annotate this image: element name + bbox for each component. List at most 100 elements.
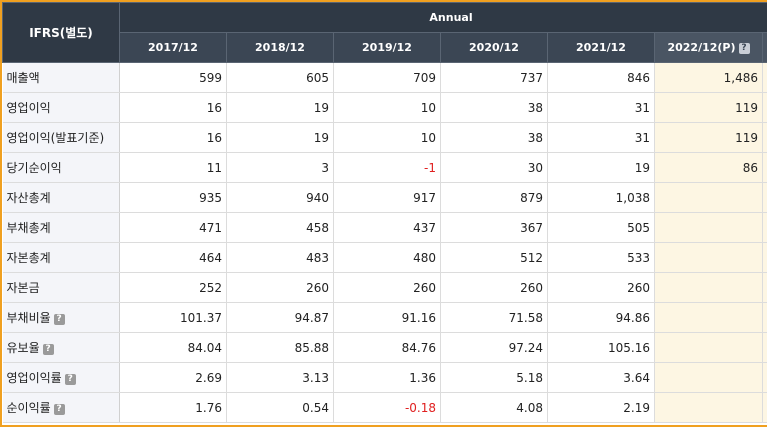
- projected-value-cell: [654, 242, 763, 273]
- value-cell: 458: [226, 212, 334, 243]
- value-cell: 19: [547, 152, 655, 183]
- value-cell: 11: [119, 152, 227, 183]
- overflow-cell: [762, 362, 767, 393]
- value-cell: 10: [333, 122, 441, 153]
- value-cell: 2.69: [119, 362, 227, 393]
- row-label: 자산총계: [2, 182, 120, 213]
- value-cell: 940: [226, 182, 334, 213]
- value-cell: 10: [333, 92, 441, 123]
- value-cell: 512: [440, 242, 548, 273]
- table-row: 부채총계 471 458 437 367 505: [2, 212, 767, 243]
- row-label-text: 자본총계: [6, 251, 51, 265]
- table-row: 영업이익(발표기준) 16 19 10 38 31 119: [2, 122, 767, 153]
- year-header: 2021/12: [547, 32, 655, 63]
- value-cell: 1.36: [333, 362, 441, 393]
- table-row: 영업이익률? 2.69 3.13 1.36 5.18 3.64: [2, 362, 767, 393]
- header-overflow-cell: [761, 32, 767, 63]
- value-cell: 1,038: [547, 182, 655, 213]
- row-label: 부채비율?: [2, 302, 120, 333]
- annual-header: Annual: [118, 2, 767, 33]
- value-cell: 935: [119, 182, 227, 213]
- value-cell: 737: [440, 62, 548, 93]
- value-cell: 38: [440, 92, 548, 123]
- overflow-cell: [762, 122, 767, 153]
- value-cell: 30: [440, 152, 548, 183]
- projected-value-cell: [654, 302, 763, 333]
- value-cell: 94.87: [226, 302, 334, 333]
- value-cell: 471: [119, 212, 227, 243]
- value-cell: 38: [440, 122, 548, 153]
- value-cell: 3: [226, 152, 334, 183]
- value-cell: 71.58: [440, 302, 548, 333]
- value-cell: 0.54: [226, 392, 334, 423]
- year-header: 2019/12: [333, 32, 441, 63]
- value-cell: 1.76: [119, 392, 227, 423]
- value-cell: 84.76: [333, 332, 441, 363]
- projected-value-cell: 86: [654, 152, 763, 183]
- overflow-cell: [762, 182, 767, 213]
- table-row: 유보율? 84.04 85.88 84.76 97.24 105.16: [2, 332, 767, 363]
- value-cell: 252: [119, 272, 227, 303]
- projected-value-cell: [654, 272, 763, 303]
- projected-value-cell: [654, 392, 763, 423]
- value-cell: 16: [119, 122, 227, 153]
- ifrs-header: IFRS(별도): [2, 2, 120, 63]
- help-icon[interactable]: ?: [53, 404, 65, 415]
- overflow-cell: [762, 272, 767, 303]
- value-cell: 19: [226, 122, 334, 153]
- value-cell: -0.18: [333, 392, 441, 423]
- table-row: 부채비율? 101.37 94.87 91.16 71.58 94.86: [2, 302, 767, 333]
- value-cell: 31: [547, 92, 655, 123]
- value-cell: 483: [226, 242, 334, 273]
- value-cell: 879: [440, 182, 548, 213]
- value-cell: 4.08: [440, 392, 548, 423]
- value-cell: 846: [547, 62, 655, 93]
- value-cell: 84.04: [119, 332, 227, 363]
- help-icon[interactable]: ?: [738, 43, 750, 54]
- value-cell: 917: [333, 182, 441, 213]
- help-icon[interactable]: ?: [64, 374, 76, 385]
- overflow-cell: [762, 332, 767, 363]
- value-cell: 16: [119, 92, 227, 123]
- overflow-cell: [762, 62, 767, 93]
- row-label-text: 순이익률: [6, 401, 51, 415]
- projected-value-cell: [654, 362, 763, 393]
- value-cell: 3.64: [547, 362, 655, 393]
- year-header: 2017/12: [119, 32, 227, 63]
- row-label: 영업이익률?: [2, 362, 120, 393]
- value-cell: 2.19: [547, 392, 655, 423]
- projected-value-cell: 119: [654, 92, 763, 123]
- value-cell: 437: [333, 212, 441, 243]
- overflow-cell: [762, 152, 767, 183]
- help-icon[interactable]: ?: [42, 344, 54, 355]
- value-cell: 91.16: [333, 302, 441, 333]
- table-row: 자산총계 935 940 917 879 1,038: [2, 182, 767, 213]
- table-body: 매출액 599 605 709 737 846 1,486 영업이익 16 19 10 38 31 119…: [2, 62, 767, 423]
- overflow-cell: [762, 242, 767, 273]
- row-label-text: 유보율: [6, 341, 40, 355]
- projected-value-cell: 1,486: [654, 62, 763, 93]
- row-label-text: 자본금: [6, 281, 40, 295]
- table-row: 순이익률? 1.76 0.54 -0.18 4.08 2.19: [2, 392, 767, 423]
- row-label: 영업이익: [2, 92, 120, 123]
- value-cell: 260: [547, 272, 655, 303]
- overflow-cell: [762, 392, 767, 423]
- row-label-text: 당기순이익: [6, 161, 62, 175]
- value-cell: 709: [333, 62, 441, 93]
- help-icon[interactable]: ?: [53, 314, 65, 325]
- value-cell: 464: [119, 242, 227, 273]
- row-label: 매출액: [2, 62, 120, 93]
- value-cell: 85.88: [226, 332, 334, 363]
- year-header: 2018/12: [226, 32, 334, 63]
- value-cell: 105.16: [547, 332, 655, 363]
- row-label-text: 매출액: [6, 71, 40, 85]
- projected-value-cell: 119: [654, 122, 763, 153]
- row-label: 순이익률?: [2, 392, 120, 423]
- row-label-text: 부채총계: [6, 221, 51, 235]
- year-header: 2020/12: [440, 32, 548, 63]
- row-label: 자본금: [2, 272, 120, 303]
- value-cell: 97.24: [440, 332, 548, 363]
- row-label: 부채총계: [2, 212, 120, 243]
- value-cell: 31: [547, 122, 655, 153]
- table-row: 당기순이익 11 3 -1 30 19 86: [2, 152, 767, 183]
